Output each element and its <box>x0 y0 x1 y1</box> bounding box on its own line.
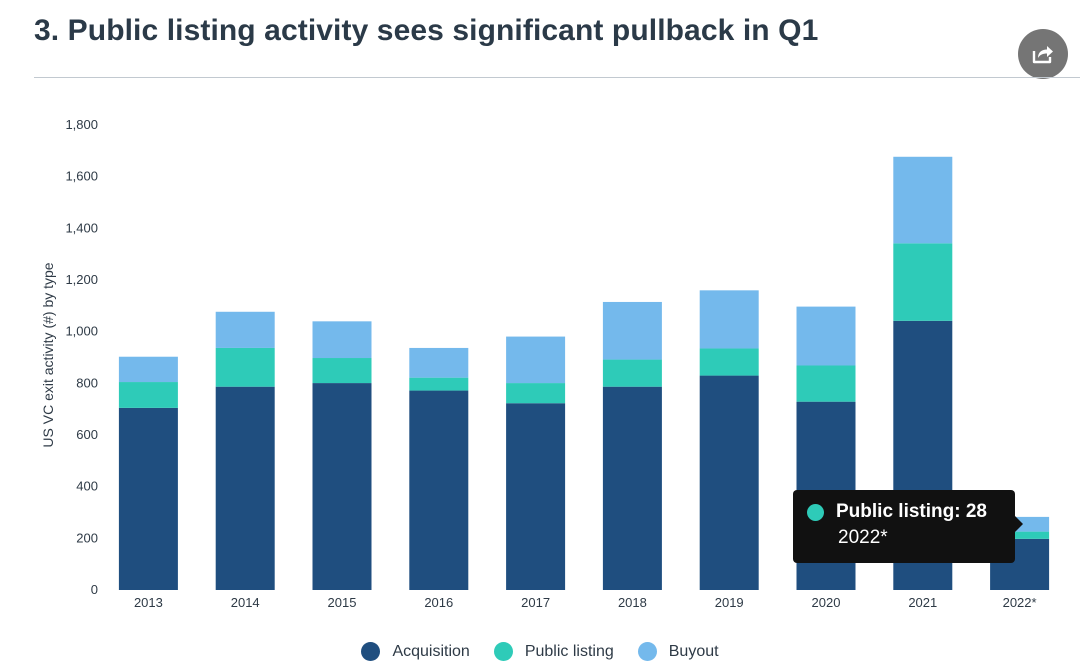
bar-segment-public-listing[interactable] <box>990 531 1050 539</box>
x-axis: 2013 2014 2015 2016 2017 2018 2019 2020 2021 2022… <box>134 595 1037 610</box>
bar-segment-acquisition[interactable] <box>312 383 372 590</box>
y-tick-label: 0 <box>91 582 98 597</box>
legend: Acquisition Public listing Buyout <box>0 642 1080 661</box>
y-tick-label: 1,600 <box>65 169 98 184</box>
legend-label: Buyout <box>668 642 719 660</box>
chart-title: 3. Public listing activity sees signific… <box>34 14 819 47</box>
share-button[interactable] <box>1018 29 1068 79</box>
bar-segment-buyout[interactable] <box>796 306 856 366</box>
y-tick-label: 800 <box>76 375 98 390</box>
bar-segment-buyout[interactable] <box>409 347 469 378</box>
x-tick-label: 2022* <box>1003 595 1037 610</box>
legend-label: Acquisition <box>392 642 470 660</box>
bar-segment-acquisition[interactable] <box>602 386 662 590</box>
tooltip-label: Public listing: 28 <box>836 501 987 522</box>
x-tick-label: 2018 <box>618 595 647 610</box>
bar-segment-public-listing[interactable] <box>602 359 662 387</box>
y-tick-label: 1,200 <box>65 272 98 287</box>
tooltip-arrow <box>1015 516 1023 532</box>
y-tick-label: 600 <box>76 427 98 442</box>
legend-item-buyout[interactable]: Buyout <box>637 642 719 661</box>
bar-segment-buyout[interactable] <box>602 301 662 360</box>
y-tick-label: 400 <box>76 479 98 494</box>
bar-segment-buyout[interactable] <box>118 356 178 383</box>
bar-segment-acquisition[interactable] <box>409 390 469 590</box>
x-tick-label: 2014 <box>231 595 260 610</box>
y-axis: 0 200 400 600 800 1,000 1,200 1,400 1,600 1,800 <box>65 117 98 597</box>
share-icon <box>1032 46 1053 64</box>
bar-segment-buyout[interactable] <box>506 336 566 384</box>
y-axis-label: US VC exit activity (#) by type <box>40 262 56 447</box>
legend-item-acquisition[interactable]: Acquisition <box>361 642 470 661</box>
bar-segment-buyout[interactable] <box>893 156 953 244</box>
x-tick-label: 2016 <box>424 595 453 610</box>
x-tick-label: 2013 <box>134 595 163 610</box>
bar-segment-acquisition[interactable] <box>699 375 759 590</box>
legend-swatch <box>361 642 381 661</box>
bar-segment-acquisition[interactable] <box>506 403 566 590</box>
tooltip-series-dot <box>807 503 824 521</box>
x-tick-label: 2021 <box>908 595 937 610</box>
bar-segment-buyout[interactable] <box>699 290 759 349</box>
tooltip-category: 2022* <box>838 527 888 548</box>
bar-segment-buyout[interactable] <box>312 321 372 359</box>
legend-swatch <box>493 642 513 661</box>
bar-segment-acquisition[interactable] <box>118 407 178 590</box>
y-tick-label: 1,800 <box>65 117 98 132</box>
x-tick-label: 2015 <box>328 595 357 610</box>
bar-segment-public-listing[interactable] <box>893 243 953 321</box>
bar-segment-acquisition[interactable] <box>215 386 275 590</box>
tooltip: Public listing: 28 2022* <box>793 490 1023 563</box>
y-tick-label: 1,400 <box>65 220 98 235</box>
bar-segment-public-listing[interactable] <box>312 358 372 384</box>
legend-item-public-listing[interactable]: Public listing <box>493 642 614 661</box>
x-tick-label: 2019 <box>715 595 744 610</box>
y-tick-label: 1,000 <box>65 324 98 339</box>
legend-label: Public listing <box>524 642 614 660</box>
x-tick-label: 2017 <box>521 595 550 610</box>
title-divider <box>34 77 1080 78</box>
bar-segment-buyout[interactable] <box>215 311 275 348</box>
bar-segment-public-listing[interactable] <box>215 347 275 387</box>
bar-segment-public-listing[interactable] <box>699 348 759 376</box>
x-tick-label: 2020 <box>812 595 841 610</box>
bar-segment-public-listing[interactable] <box>118 382 178 408</box>
bar-segment-public-listing[interactable] <box>506 383 566 404</box>
y-tick-label: 200 <box>76 530 98 545</box>
bar-segment-public-listing[interactable] <box>409 377 469 391</box>
legend-swatch <box>637 642 657 661</box>
bar-segment-public-listing[interactable] <box>796 365 856 402</box>
